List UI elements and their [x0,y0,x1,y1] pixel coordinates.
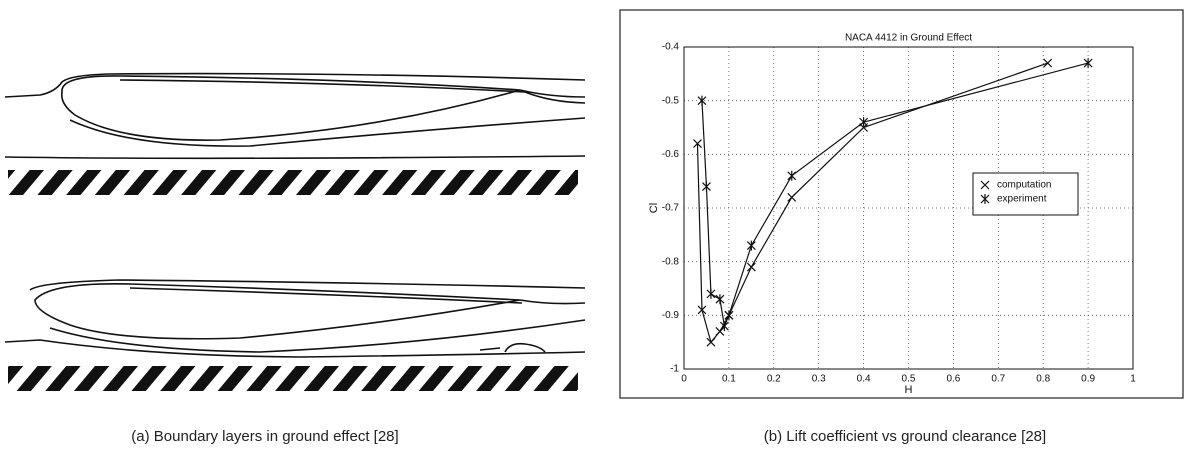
x-tick-label: 0.1 [722,374,736,385]
marker [706,288,716,299]
x-tick-label: 0.4 [857,374,871,385]
caption: (b) Lift coefficient vs ground clearance… [764,428,1046,445]
x-tick-label: 0.7 [991,374,1005,385]
y-tick-label: -0.8 [662,256,680,267]
marker [724,310,734,321]
legend [972,172,1079,216]
x-axis-label: H [905,384,913,396]
x-tick-label: 0.9 [1081,374,1095,385]
marker [697,95,707,106]
x-tick-label: 0.5 [902,374,916,385]
marker [706,337,716,347]
caption: (a) Boundary layers in ground effect [28… [131,428,398,445]
y-tick-label: -0.7 [662,203,680,214]
airfoil-drawing [4,72,586,391]
x-tick-label: 0.2 [767,374,781,385]
marker [746,240,756,251]
chart-frame [619,9,1184,399]
x-tick-label: 0.6 [946,374,960,385]
marker [787,170,797,181]
line [701,62,1089,329]
marker [715,327,725,336]
chart-title: NACA 4412 in Ground Effect [845,33,972,44]
marker [980,194,990,204]
x-tick-label: 0 [681,374,687,385]
marker [719,321,729,332]
marker [859,117,869,128]
y-tick-label: -0.4 [662,42,680,53]
y-tick-label: -0.9 [662,310,680,321]
legend-label: experiment [997,194,1047,205]
y-tick-label: -0.5 [662,95,680,106]
y-tick-label: -1 [670,364,679,375]
marker [693,139,702,149]
plot-area [683,46,1134,370]
marker [1083,58,1093,69]
marker [746,262,756,272]
y-tick-label: -0.6 [662,149,680,160]
marker [787,192,797,202]
legend-label: computation [997,180,1051,191]
y-axis-label: Cl [648,203,660,213]
marker [697,305,707,315]
marker [980,180,990,190]
x-tick-label: 0.8 [1036,374,1050,385]
x-tick-label: 1 [1130,374,1136,385]
marker [1043,58,1053,68]
marker [702,181,711,192]
marker [715,294,725,305]
x-tick-label: 0.3 [812,374,826,385]
